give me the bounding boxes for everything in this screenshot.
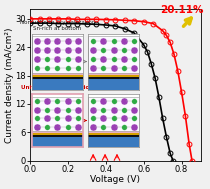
Text: 20.11%: 20.11% (160, 5, 203, 15)
X-axis label: Voltage (V): Voltage (V) (90, 175, 140, 184)
Text: Sn-rich at bottom: Sn-rich at bottom (33, 26, 81, 31)
Text: Non-uniform Crystallization: Non-uniform Crystallization (20, 19, 95, 25)
Text: Uniform Crystallization: Uniform Crystallization (21, 84, 93, 90)
Y-axis label: Current density (mA/cm²): Current density (mA/cm²) (5, 27, 14, 143)
